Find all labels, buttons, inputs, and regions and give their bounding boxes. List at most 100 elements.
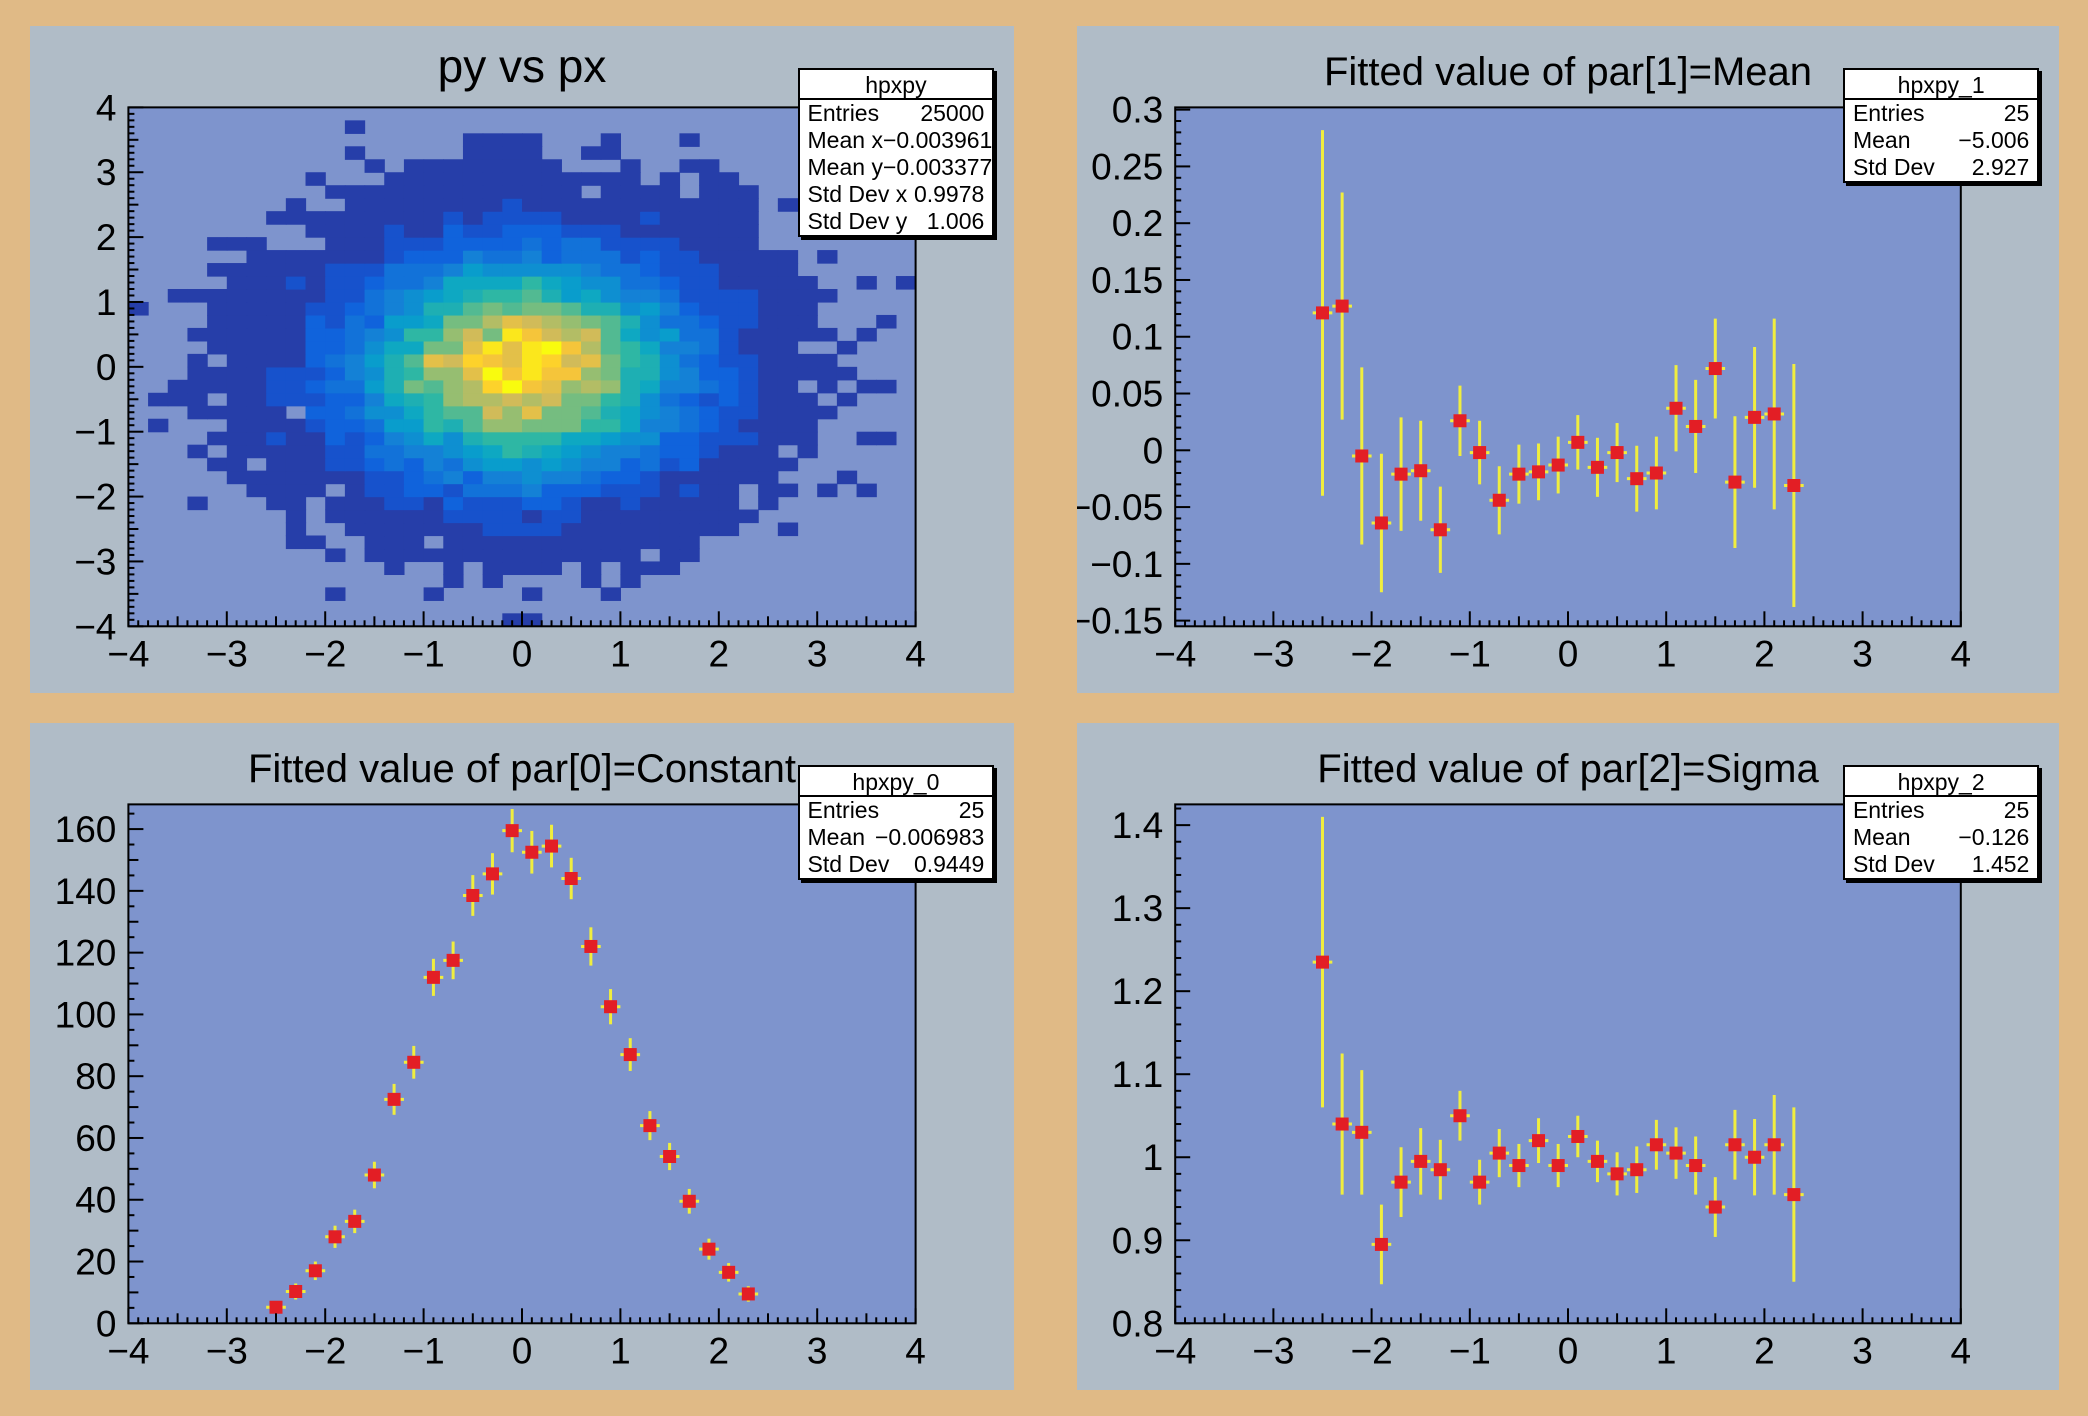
heatmap-bin [285,522,307,537]
heatmap-bin [403,405,425,420]
heatmap-bin [462,509,484,524]
heatmap-bin [620,276,641,290]
heatmap-bin [384,353,405,368]
heatmap-bin [718,211,740,225]
heatmap-bin [640,314,661,329]
heatmap-bin [718,314,740,329]
heatmap-bin [325,587,346,601]
heatmap-bin [443,405,464,420]
heatmap-bin [541,327,562,342]
heatmap-bin [718,522,740,537]
heatmap-bin [522,353,543,368]
x-tick-label: 4 [905,633,926,674]
heatmap-bin [679,535,700,550]
heatmap-bin [738,301,759,316]
stats-box-title: hpxpy_2 [1844,767,2038,797]
heatmap-bin [640,185,661,199]
heatmap-bin [403,444,425,459]
heatmap-bin [384,561,405,576]
heatmap-bin [581,288,602,303]
x-tick-label: 0 [1558,633,1579,674]
heatmap-bin [561,379,582,394]
heatmap-bin [758,340,779,355]
heatmap-bin [718,444,740,459]
heatmap-bin [403,301,425,316]
heatmap-bin [266,457,287,472]
heatmap-bin [344,353,366,368]
stat-value: −5.006 [1958,127,2030,153]
heatmap-bin [325,237,346,251]
heatmap-bin [659,561,681,576]
heatmap-bin [364,301,385,316]
stat-row: Std Dev 2.927 [1845,154,2037,181]
heatmap-bin [777,366,799,381]
heatmap-bin [620,340,641,355]
plot-frame-border [127,803,917,1325]
stat-label: Entries [807,797,880,823]
y-tick-label: 0 [96,347,117,388]
heatmap-bin [325,379,346,394]
heatmap-bin [620,366,641,381]
heatmap-bin [777,431,799,446]
heatmap-bin [423,288,444,303]
y-tick-label: 100 [55,994,117,1035]
data-marker [1433,1163,1447,1177]
heatmap-bin [699,418,720,433]
heatmap-bin [620,379,641,394]
y-tick-label: 140 [55,871,117,912]
heatmap-bin [541,431,562,446]
heatmap-bin [738,379,759,394]
heatmap-bin [640,509,661,524]
heatmap-bin [718,496,740,511]
stat-value: −0.003961 [882,127,993,153]
heatmap-bin [758,276,779,290]
heatmap-bin [423,496,444,511]
heatmap-bin [699,444,720,459]
heatmap-bin [659,522,681,537]
heatmap-bin [541,276,562,290]
data-marker [1689,419,1703,433]
heatmap-bin [344,379,366,394]
heatmap-bin [600,172,621,186]
heatmap-bin [364,457,385,472]
heatmap-bin [659,392,681,407]
heatmap-bin [522,263,543,277]
stat-label: Std Dev y [807,208,908,234]
heatmap-bin [600,237,621,251]
heatmap-bin [148,418,169,433]
y-tick-label: 40 [75,1180,116,1221]
heatmap-bin [718,379,740,394]
heatmap-bin [659,457,681,472]
heatmap-bin [817,366,838,381]
heatmap-bin [699,392,720,407]
heatmap-bin [266,327,287,342]
heatmap-bin [659,276,681,290]
heatmap-bin [443,470,464,485]
heatmap-bin [541,444,562,459]
heatmap-bin [561,470,582,485]
data-marker [426,970,440,984]
heatmap-bin [443,185,464,199]
heatmap-bin [581,457,602,472]
heatmap-bin [423,457,444,472]
heatmap-bin [522,496,543,511]
stat-value: 25 [2003,797,2030,823]
heatmap-bin [403,535,425,550]
data-marker [1335,299,1349,313]
heatmap-bin [581,431,602,446]
heatmap-bin [640,496,661,511]
heatmap-bin [640,379,661,394]
y-tick-label: 0 [96,1303,117,1344]
heatmap-bin [344,405,366,420]
heatmap-bin [541,211,562,225]
x-tick-label: 4 [905,1330,926,1371]
pad-title: Fitted value of par[2]=Sigma [1317,747,1819,791]
heatmap-bin [246,276,267,290]
heatmap-bin [403,457,425,472]
x-tick-label: 2 [1754,633,1775,674]
y-tick-label: 1 [96,282,117,323]
heatmap-bin [246,418,267,433]
heatmap-bin [325,509,346,524]
heatmap-bin [462,314,484,329]
heatmap-bin [561,327,582,342]
